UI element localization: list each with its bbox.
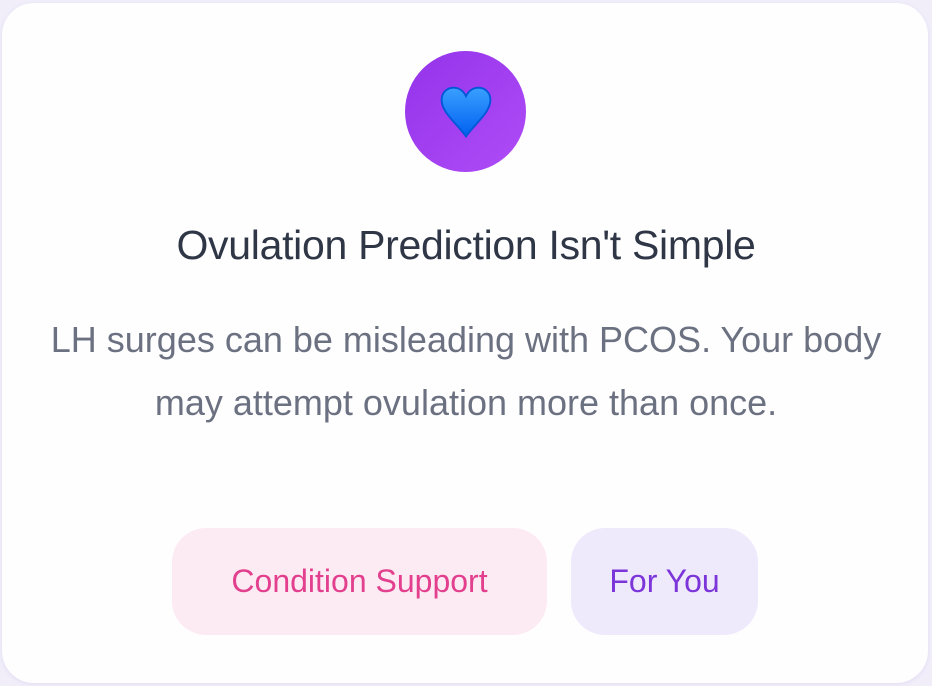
condition-support-tag[interactable]: Condition Support [172,528,547,635]
card-body: LH surges can be misleading with PCOS. Y… [50,319,882,423]
icon-circle [405,51,526,172]
blue-heart-icon [440,86,491,138]
for-you-tag[interactable]: For You [571,528,758,635]
card-title: Ovulation Prediction Isn't Simple [176,222,756,268]
